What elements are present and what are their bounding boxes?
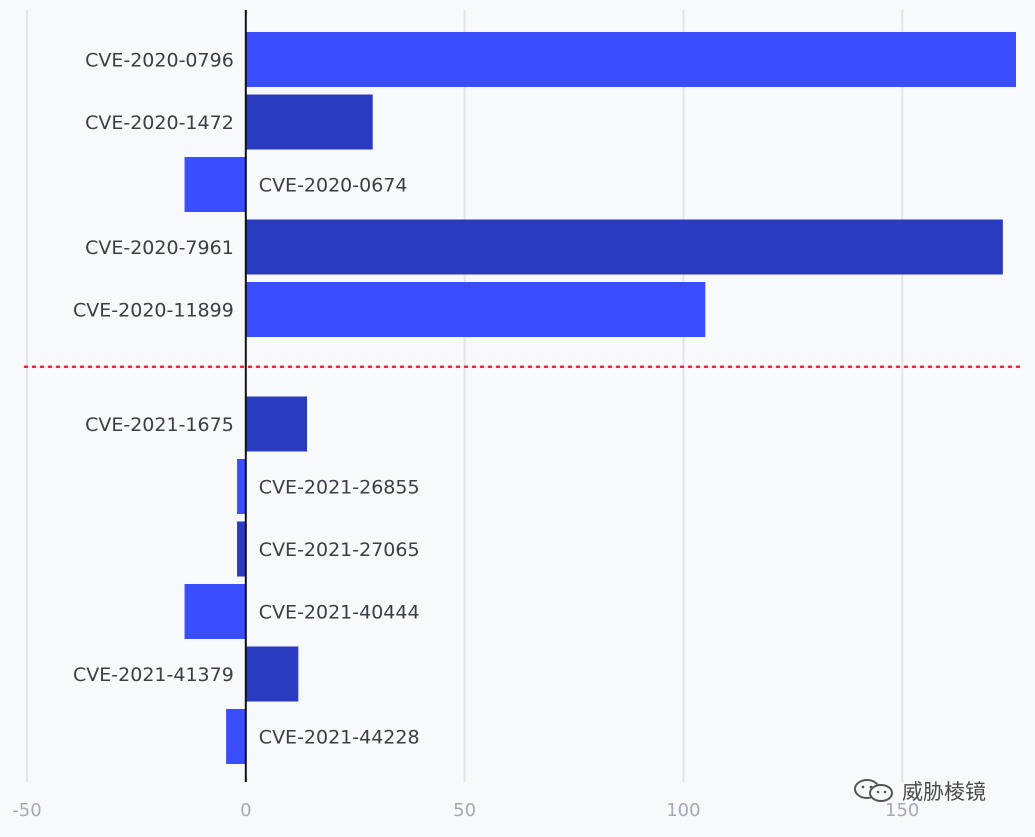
category-label: CVE-2021-40444 [259, 602, 420, 624]
bars [184, 32, 1017, 764]
x-tick-labels: -50 0 50 100 150 [12, 800, 919, 821]
category-label: CVE-2021-41379 [73, 664, 234, 686]
wechat-icon [854, 779, 893, 802]
category-label: CVE-2021-27065 [259, 539, 420, 561]
x-tick-label: 150 [885, 800, 919, 821]
x-tick-label: 100 [666, 800, 700, 821]
category-label: CVE-2020-0674 [259, 175, 408, 197]
watermark: 威胁棱镜 [852, 776, 986, 806]
category-labels: CVE-2020-0796 CVE-2020-1472 CVE-2020-0674 C… [73, 50, 420, 749]
bar-CVE-2020-1472 [245, 94, 373, 150]
grid-lines [26, 10, 904, 782]
category-label: CVE-2021-44228 [259, 727, 420, 749]
bar-CVE-2020-0796 [245, 32, 1017, 87]
x-tick-label: 0 [240, 800, 251, 821]
watermark-text: 威胁棱镜 [902, 780, 986, 804]
category-label: CVE-2020-0796 [85, 50, 234, 72]
category-label: CVE-2021-26855 [259, 477, 420, 499]
bar-CVE-2021-26855 [237, 459, 246, 514]
bar-CVE-2021-40444 [184, 584, 246, 639]
bar-CVE-2021-41379 [245, 646, 299, 702]
bar-CVE-2020-0674 [184, 157, 246, 212]
x-tick-label: -50 [12, 800, 41, 821]
x-tick-label: 50 [453, 800, 476, 821]
bar-CVE-2021-1675 [245, 396, 308, 452]
bar-CVE-2020-7961 [245, 219, 1003, 275]
bar-CVE-2021-27065 [237, 521, 246, 577]
category-label: CVE-2020-11899 [73, 300, 234, 322]
bar-CVE-2020-11899 [245, 282, 706, 337]
category-label: CVE-2021-1675 [85, 414, 234, 436]
category-label: CVE-2020-7961 [85, 237, 234, 259]
bar-CVE-2021-44228 [226, 709, 246, 764]
category-label: CVE-2020-1472 [85, 112, 234, 134]
